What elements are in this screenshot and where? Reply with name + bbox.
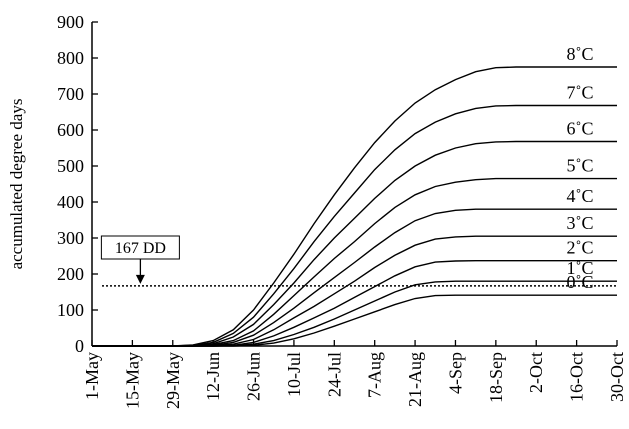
x-tick-label: 26-Jun [244,352,264,401]
y-tick-label: 0 [75,336,84,356]
y-tick-label: 700 [57,84,84,104]
series-label: 7˚C [567,83,594,103]
y-tick-label: 800 [57,48,84,68]
x-tick-label: 10-Jul [284,352,304,397]
x-tick-label: 30-Oct [607,352,627,402]
y-tick-label: 400 [57,192,84,212]
threshold-annotation: 167 DD [100,235,617,287]
series-label: 5˚C [567,156,594,176]
y-tick-label: 300 [57,228,84,248]
plot-area: 8˚C 7˚C 6˚C 5˚C 4˚C 3˚C 2˚C1˚C0˚C [92,44,617,347]
x-tick-label: 21-Aug [405,352,425,407]
y-tick-label: 200 [57,264,84,284]
x-tick-label: 12-Jun [203,352,223,401]
x-tick-label: 7-Aug [365,352,385,398]
y-tick-label: 900 [57,12,84,32]
x-tick-label: 4-Sep [445,352,465,394]
series-line [92,294,617,347]
y-axis: 0 100 200 300 400 500 600 700 800 900 [57,12,98,356]
series-line [92,280,617,347]
series-line [92,260,617,347]
series-label: 8˚C [567,44,594,64]
series-line [92,208,617,347]
y-axis-title: accumulated degree days [7,99,26,270]
series-label: 4˚C [567,186,594,206]
threshold-label: 167 DD [115,240,166,257]
series-label: 0˚C [567,272,594,292]
x-tick-label: 16-Oct [567,352,587,402]
x-axis: 1-May 15-May 29-May 12-Jun 26-Jun 10-Jul 24-Ju… [82,340,627,409]
x-tick-label: 1-May [82,352,102,400]
series-label: 1˚C [567,258,594,278]
x-tick-label: 2-Oct [526,352,546,393]
series-line [92,104,617,347]
y-tick-label: 100 [57,300,84,320]
series-label: 6˚C [567,119,594,139]
threshold-arrowhead-icon [135,274,145,284]
series-label: 2˚C [567,238,594,258]
series-line [92,66,617,347]
series-label: 3˚C [567,213,594,233]
x-tick-label: 24-Jul [324,352,344,397]
y-tick-label: 600 [57,120,84,140]
x-tick-label: 29-May [163,352,183,409]
x-tick-label: 18-Sep [486,352,506,403]
x-tick-label: 15-May [122,352,142,409]
y-tick-label: 500 [57,156,84,176]
